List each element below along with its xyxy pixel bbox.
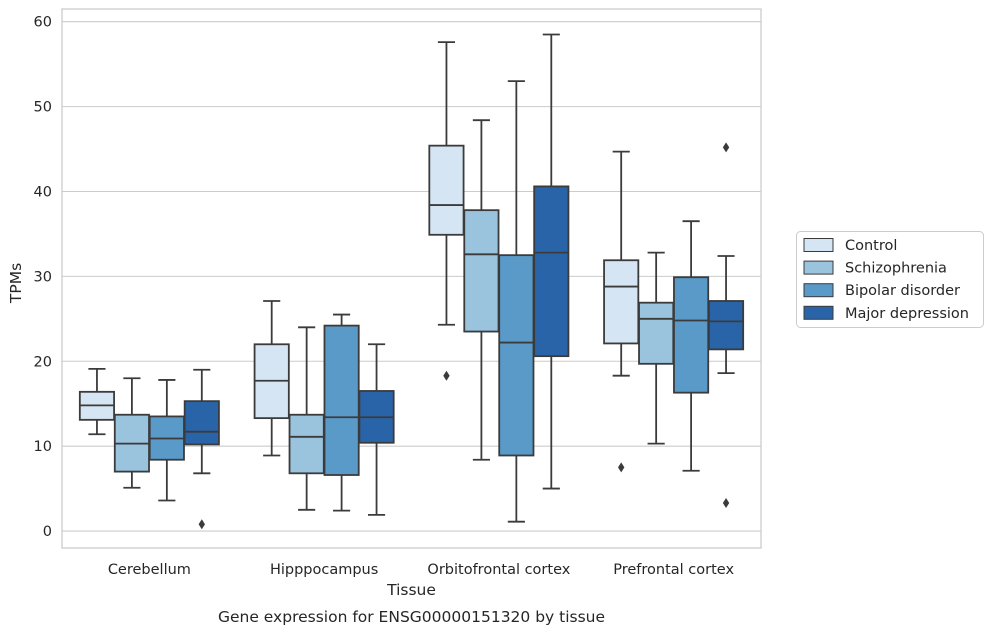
box xyxy=(463,209,500,333)
box-series xyxy=(78,33,745,530)
box xyxy=(428,144,465,236)
legend-frame xyxy=(796,231,984,328)
box xyxy=(183,400,220,446)
series-bipolar-disorder xyxy=(148,80,710,523)
outlier-point xyxy=(722,142,730,153)
y-tick-label: 50 xyxy=(34,100,52,116)
y-axis-label: TPMs xyxy=(7,263,25,304)
series-control xyxy=(78,41,640,473)
x-tick-label: Prefrontal cortex xyxy=(613,562,734,578)
x-axis-ticks: Cerebellum Hipppocampus Orbitofrontal cort… xyxy=(108,562,735,578)
box xyxy=(533,185,570,358)
y-tick-label: 40 xyxy=(34,184,52,200)
x-axis-label: Tissue xyxy=(386,581,436,599)
legend-label: Bipolar disorder xyxy=(845,283,960,299)
outlier-point xyxy=(618,462,625,473)
box xyxy=(673,276,710,394)
legend: Control Schizophrenia Bipolar disorder Majo… xyxy=(796,231,984,328)
figure-caption: Gene expression for ENSG00000151320 by t… xyxy=(218,608,605,626)
x-tick-label: Hipppocampus xyxy=(270,562,378,578)
outlier-point xyxy=(443,370,450,381)
y-tick-label: 30 xyxy=(34,269,52,285)
box xyxy=(638,301,675,365)
plot-area xyxy=(61,8,762,549)
box xyxy=(288,413,325,475)
y-tick-label: 10 xyxy=(34,439,52,455)
y-tick-label: 20 xyxy=(34,354,52,370)
x-tick-label: Orbitofrontal cortex xyxy=(427,562,570,578)
box xyxy=(603,259,640,345)
x-tick-label: Cerebellum xyxy=(108,562,191,578)
legend-label: Schizophrenia xyxy=(845,261,947,277)
y-tick-label: 0 xyxy=(43,524,52,540)
legend-label: Control xyxy=(845,238,897,254)
y-axis-ticks: 0 10 20 30 40 50 60 xyxy=(34,15,52,540)
box xyxy=(708,300,745,351)
series-major-depression xyxy=(183,33,745,530)
box xyxy=(498,254,535,457)
legend-swatch xyxy=(803,238,834,252)
y-tick-label: 60 xyxy=(34,15,52,31)
legend-swatch xyxy=(803,260,834,275)
box xyxy=(323,324,360,476)
outlier-point xyxy=(198,519,205,530)
legend-label: Major depression xyxy=(845,306,969,322)
legend-swatch xyxy=(803,283,834,298)
series-schizophrenia xyxy=(113,119,675,511)
legend-swatch xyxy=(803,305,834,320)
outlier-point xyxy=(722,498,730,509)
